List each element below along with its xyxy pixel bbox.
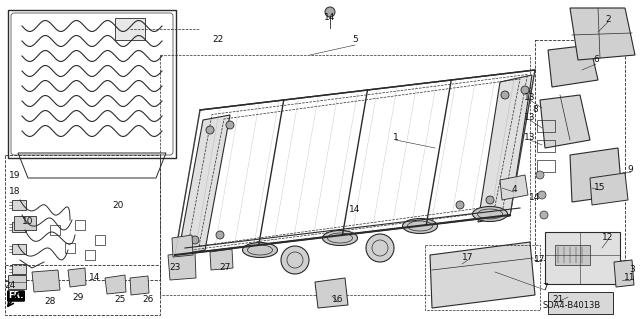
- Ellipse shape: [323, 231, 358, 246]
- Text: 27: 27: [220, 263, 230, 272]
- Text: 9: 9: [627, 166, 633, 174]
- Text: 20: 20: [112, 201, 124, 210]
- Bar: [14, 216, 36, 230]
- Text: 17: 17: [462, 254, 474, 263]
- Bar: [12, 222, 26, 232]
- Polygon shape: [178, 115, 230, 255]
- Bar: [75, 220, 85, 230]
- Circle shape: [226, 121, 234, 129]
- Text: 7: 7: [542, 284, 548, 293]
- Circle shape: [366, 234, 394, 262]
- Text: 11: 11: [624, 273, 636, 283]
- Polygon shape: [590, 173, 628, 205]
- Bar: [548, 292, 613, 314]
- Polygon shape: [315, 278, 348, 308]
- Polygon shape: [130, 276, 149, 295]
- Circle shape: [540, 211, 548, 219]
- Circle shape: [191, 236, 199, 244]
- Circle shape: [281, 246, 309, 274]
- Circle shape: [325, 7, 335, 17]
- Text: 13: 13: [524, 114, 536, 122]
- Text: 6: 6: [593, 56, 599, 64]
- Text: FR.: FR.: [8, 292, 24, 300]
- Polygon shape: [168, 252, 196, 280]
- Text: 2: 2: [605, 16, 611, 25]
- Circle shape: [536, 171, 544, 179]
- Text: 5: 5: [352, 35, 358, 44]
- Polygon shape: [105, 275, 126, 294]
- Bar: [115, 18, 145, 40]
- Bar: [50, 225, 60, 235]
- Bar: [537, 160, 555, 172]
- Text: 29: 29: [72, 293, 84, 302]
- Polygon shape: [478, 75, 532, 222]
- Bar: [545, 232, 620, 284]
- Bar: [12, 264, 26, 274]
- Text: 24: 24: [4, 280, 15, 290]
- Text: 12: 12: [602, 234, 614, 242]
- Circle shape: [456, 201, 464, 209]
- Bar: [537, 120, 555, 132]
- Bar: [555, 245, 590, 265]
- Text: 17: 17: [534, 256, 546, 264]
- Bar: [12, 200, 26, 210]
- Text: 14: 14: [90, 273, 100, 283]
- Circle shape: [501, 91, 509, 99]
- Ellipse shape: [243, 242, 278, 257]
- Text: 19: 19: [9, 170, 20, 180]
- Circle shape: [206, 126, 214, 134]
- Bar: [85, 250, 95, 260]
- Text: 21: 21: [552, 295, 564, 305]
- Bar: [535, 40, 625, 260]
- Text: 14: 14: [349, 205, 361, 214]
- Text: 15: 15: [595, 183, 605, 192]
- Bar: [12, 244, 26, 254]
- Bar: [8, 10, 176, 158]
- Text: 14: 14: [324, 13, 336, 23]
- Ellipse shape: [403, 219, 438, 234]
- Polygon shape: [570, 8, 635, 60]
- Polygon shape: [32, 270, 60, 292]
- Text: 3: 3: [629, 265, 635, 275]
- Bar: [5, 155, 160, 280]
- Text: 14: 14: [529, 194, 541, 203]
- Text: 25: 25: [115, 295, 125, 305]
- Bar: [425, 245, 540, 310]
- Text: 16: 16: [332, 295, 344, 305]
- Text: 13: 13: [524, 133, 536, 143]
- Text: 13: 13: [524, 93, 536, 102]
- Polygon shape: [210, 249, 233, 270]
- Text: 8: 8: [532, 106, 538, 115]
- Circle shape: [538, 191, 546, 199]
- Text: 26: 26: [142, 295, 154, 305]
- Bar: [537, 140, 555, 152]
- Polygon shape: [540, 95, 590, 148]
- Text: 23: 23: [170, 263, 180, 272]
- Text: 10: 10: [22, 218, 34, 226]
- Circle shape: [521, 86, 529, 94]
- Bar: [160, 55, 530, 295]
- Text: 18: 18: [9, 188, 20, 197]
- Text: 1: 1: [393, 133, 399, 143]
- Polygon shape: [614, 260, 634, 287]
- Text: 22: 22: [212, 35, 223, 44]
- Circle shape: [486, 196, 494, 204]
- Text: 28: 28: [44, 298, 56, 307]
- Circle shape: [216, 231, 224, 239]
- Polygon shape: [570, 148, 622, 202]
- Text: SDA4-B4013B: SDA4-B4013B: [543, 300, 601, 309]
- Bar: [95, 235, 105, 245]
- Ellipse shape: [472, 206, 508, 221]
- Bar: [65, 243, 75, 253]
- Text: 4: 4: [511, 186, 517, 195]
- Bar: [5, 265, 160, 315]
- Polygon shape: [172, 235, 193, 257]
- Bar: [8, 275, 26, 289]
- Polygon shape: [430, 242, 535, 308]
- Polygon shape: [548, 45, 598, 87]
- Polygon shape: [68, 268, 86, 287]
- Polygon shape: [500, 175, 528, 200]
